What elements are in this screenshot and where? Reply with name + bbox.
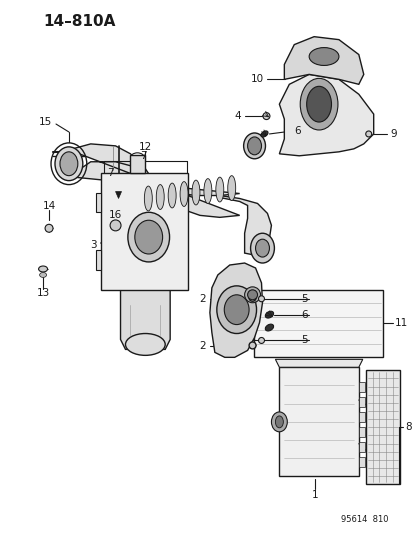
Ellipse shape [244, 287, 260, 303]
Bar [358, 412, 364, 422]
Text: 12: 12 [138, 142, 152, 152]
Polygon shape [95, 250, 100, 270]
Bar [358, 457, 364, 466]
Text: 14–810A: 14–810A [43, 14, 115, 29]
Polygon shape [115, 191, 121, 198]
Text: 13: 13 [36, 288, 50, 298]
Ellipse shape [249, 294, 255, 301]
Bar [358, 382, 364, 392]
Polygon shape [275, 359, 362, 367]
Ellipse shape [144, 186, 152, 211]
Ellipse shape [265, 324, 273, 331]
Ellipse shape [249, 342, 255, 349]
Bar [100, 173, 188, 290]
Ellipse shape [262, 112, 269, 119]
Ellipse shape [192, 180, 199, 205]
Ellipse shape [275, 416, 282, 428]
Text: 2: 2 [199, 294, 205, 304]
Ellipse shape [365, 131, 371, 137]
Text: 5: 5 [301, 294, 307, 304]
Ellipse shape [204, 179, 211, 204]
Ellipse shape [260, 131, 267, 137]
Ellipse shape [247, 137, 261, 155]
Ellipse shape [299, 78, 337, 130]
Text: 5: 5 [301, 335, 307, 345]
Ellipse shape [156, 184, 164, 209]
Ellipse shape [180, 182, 188, 206]
Ellipse shape [258, 337, 264, 343]
Text: 10: 10 [250, 75, 263, 84]
Text: 7: 7 [140, 151, 146, 161]
Text: 2: 2 [199, 342, 205, 351]
Ellipse shape [135, 220, 162, 254]
Text: 15: 15 [39, 117, 52, 127]
Ellipse shape [55, 147, 83, 181]
Ellipse shape [60, 152, 78, 176]
Text: 6: 6 [294, 126, 300, 136]
Ellipse shape [227, 176, 235, 200]
Text: 1: 1 [311, 490, 318, 500]
Text: 14: 14 [42, 201, 55, 212]
Bar [358, 397, 364, 407]
Ellipse shape [110, 220, 121, 231]
Ellipse shape [224, 295, 249, 325]
Ellipse shape [45, 224, 53, 232]
Text: 8: 8 [404, 422, 411, 432]
Polygon shape [120, 290, 170, 350]
Bar [358, 427, 364, 437]
Polygon shape [284, 37, 363, 84]
Ellipse shape [128, 212, 169, 262]
Text: 11: 11 [394, 318, 407, 328]
Ellipse shape [38, 266, 47, 272]
Polygon shape [219, 196, 271, 255]
Text: 7: 7 [107, 168, 113, 177]
Ellipse shape [168, 183, 176, 208]
Text: 6: 6 [301, 310, 307, 320]
Polygon shape [95, 192, 100, 212]
Bar [279, 367, 358, 477]
Text: 95614  810: 95614 810 [340, 515, 388, 523]
Ellipse shape [250, 233, 274, 263]
Ellipse shape [247, 290, 257, 300]
Ellipse shape [258, 296, 264, 302]
Polygon shape [69, 144, 239, 217]
Polygon shape [209, 263, 262, 357]
Bar [253, 290, 382, 357]
Text: 3: 3 [90, 240, 97, 250]
Text: 16: 16 [109, 211, 122, 220]
Ellipse shape [265, 311, 273, 318]
Text: 4: 4 [233, 111, 240, 121]
Polygon shape [130, 155, 145, 173]
Ellipse shape [125, 334, 165, 356]
Polygon shape [279, 75, 373, 156]
Ellipse shape [271, 412, 287, 432]
Ellipse shape [309, 47, 338, 66]
Ellipse shape [40, 272, 46, 277]
Bar [365, 370, 399, 484]
Ellipse shape [306, 86, 331, 122]
Ellipse shape [215, 177, 223, 202]
Ellipse shape [216, 286, 256, 334]
Text: 9: 9 [389, 129, 396, 139]
Bar [358, 442, 364, 451]
Ellipse shape [243, 133, 265, 159]
Ellipse shape [255, 239, 269, 257]
